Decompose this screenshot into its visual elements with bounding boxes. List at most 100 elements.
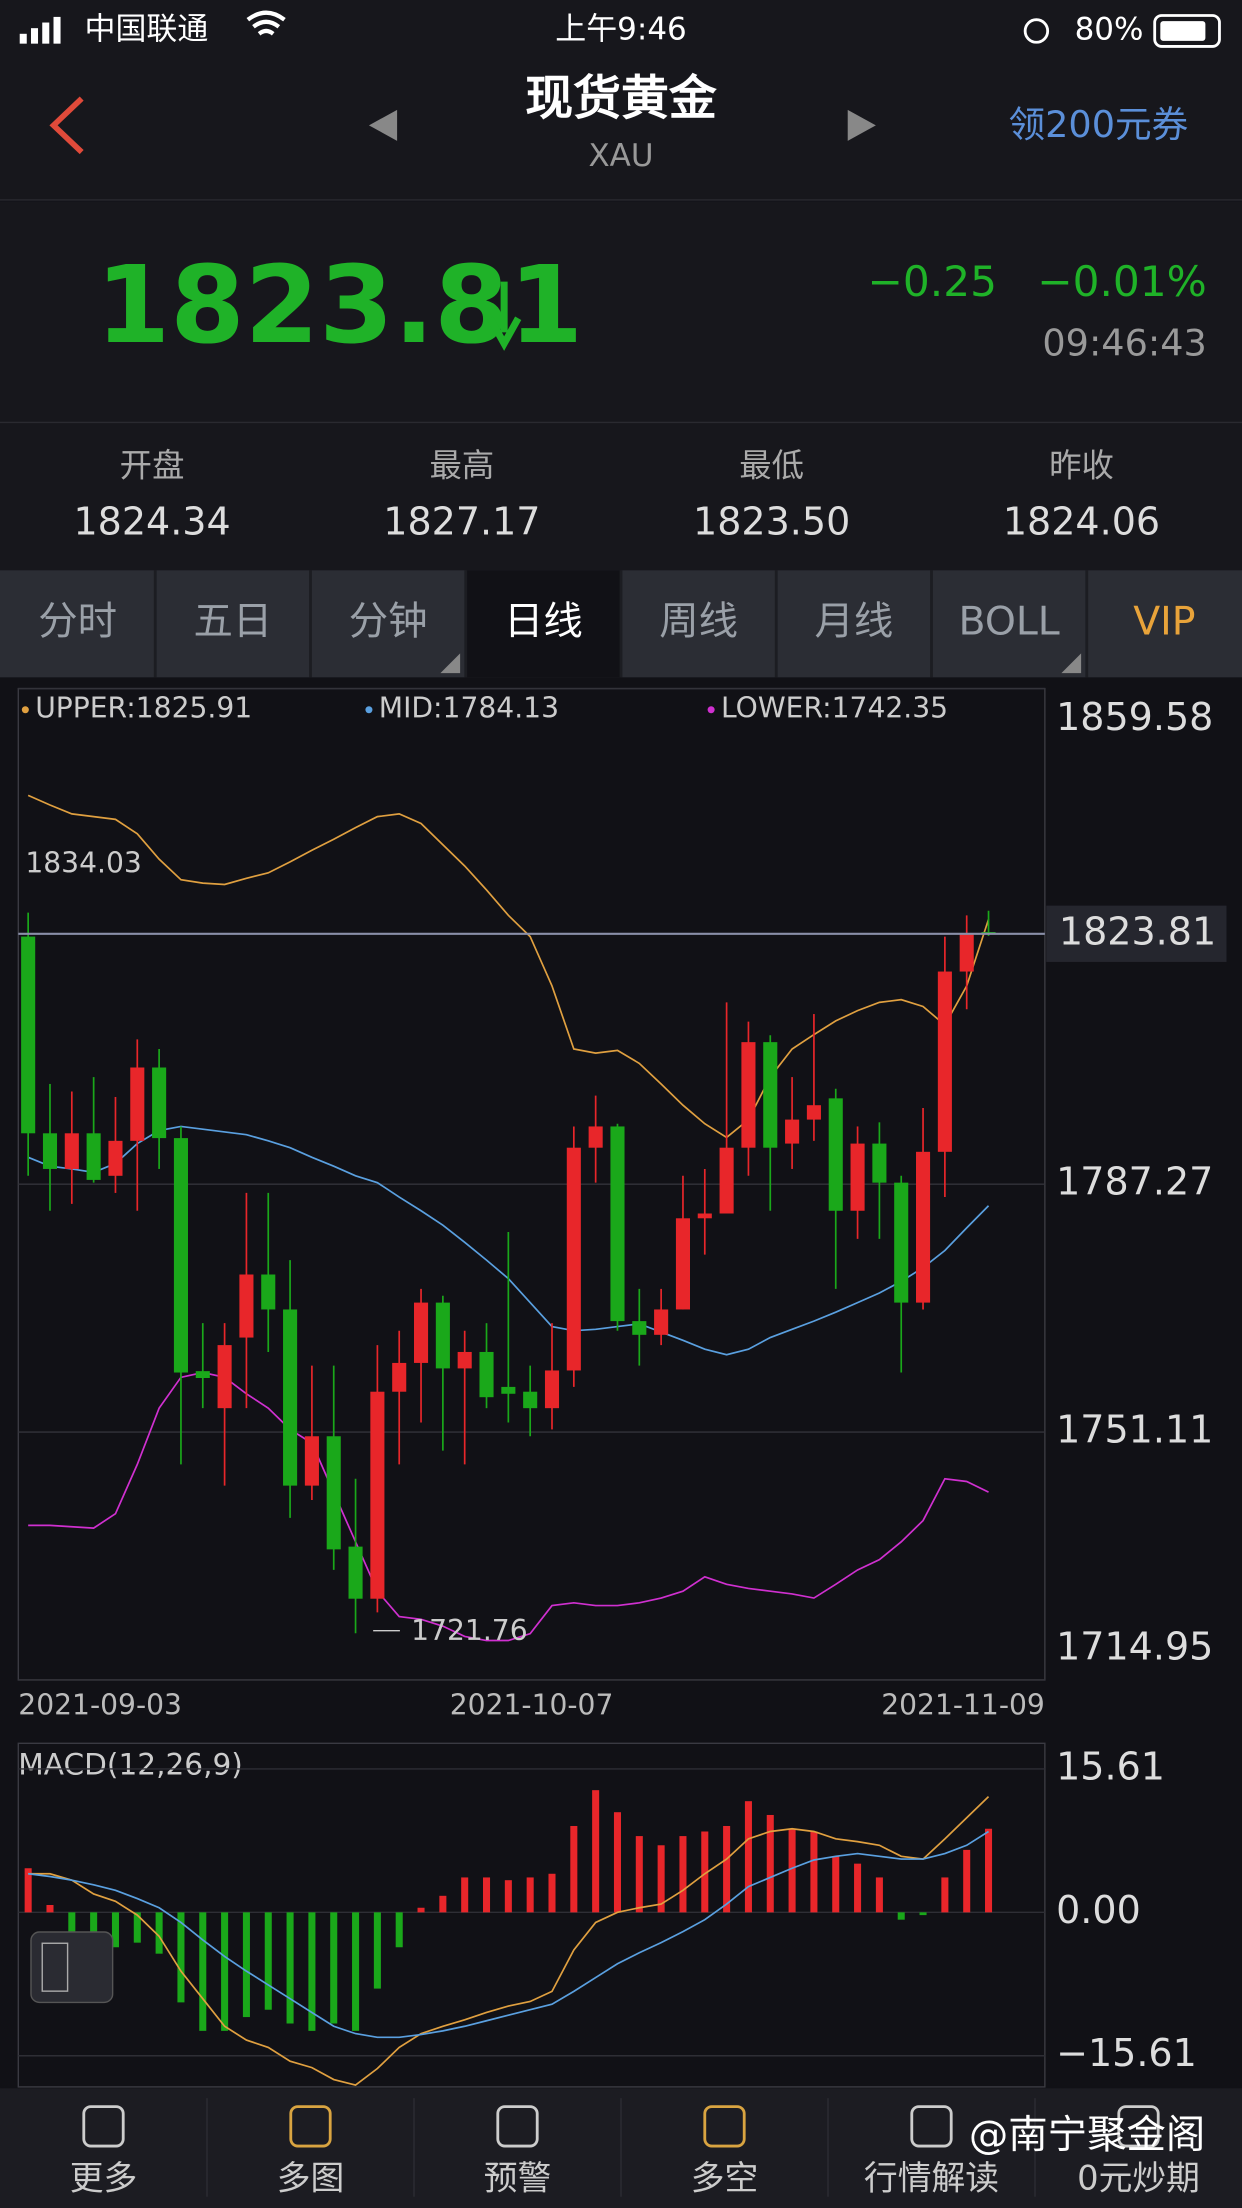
macd-bar bbox=[701, 1831, 709, 1913]
tab[interactable]: 分钟 bbox=[349, 598, 428, 644]
candle-body bbox=[959, 933, 974, 972]
stat-value: 1824.06 bbox=[1003, 499, 1160, 543]
macd-dea bbox=[28, 1830, 989, 2039]
tab[interactable]: 月线 bbox=[814, 598, 893, 644]
macd-bar bbox=[46, 1904, 54, 1913]
candle-body bbox=[414, 1302, 429, 1363]
macd-bar bbox=[373, 1912, 381, 1989]
candle-body bbox=[348, 1546, 363, 1599]
nav-label[interactable]: 预警 bbox=[484, 2158, 552, 2197]
battery-text: 80% bbox=[1075, 11, 1144, 47]
candle-body bbox=[457, 1351, 472, 1369]
candle-body bbox=[654, 1309, 669, 1335]
legend-label: UPPER:1825.91 bbox=[35, 692, 252, 725]
y-tick-label: 1859.58 bbox=[1056, 695, 1213, 739]
macd-bar bbox=[286, 1912, 294, 2024]
macd-bar bbox=[810, 1831, 818, 1913]
header-bg bbox=[0, 0, 1242, 200]
candle-body bbox=[937, 971, 952, 1152]
macd-bar bbox=[548, 1873, 556, 1913]
macd-tick-label: 15.61 bbox=[1056, 1744, 1165, 1788]
last-price-box bbox=[1046, 905, 1227, 962]
candle-body bbox=[283, 1309, 298, 1486]
nav-icon bbox=[703, 2105, 746, 2148]
macd-bar bbox=[395, 1912, 403, 1948]
macd-bar bbox=[483, 1877, 491, 1913]
tab[interactable]: 日线 bbox=[504, 598, 583, 644]
macd-bar bbox=[352, 1912, 360, 2031]
candle-body bbox=[610, 1126, 625, 1322]
active-tab-bg bbox=[465, 570, 621, 678]
lock-icon bbox=[1023, 18, 1050, 44]
candle-body bbox=[130, 1067, 145, 1141]
candle-body bbox=[719, 1147, 734, 1214]
candle-body bbox=[501, 1386, 516, 1394]
battery-icon bbox=[1153, 14, 1221, 48]
candle-body bbox=[304, 1436, 319, 1486]
candle-body bbox=[544, 1370, 560, 1409]
min-label: 1721.76 bbox=[411, 1614, 527, 1647]
nav-icon bbox=[910, 2105, 953, 2148]
tab[interactable]: 分时 bbox=[38, 598, 117, 644]
macd-bar bbox=[242, 1912, 250, 2018]
wifi-icon bbox=[246, 10, 286, 36]
candle-body bbox=[261, 1274, 276, 1310]
x-tick-label: 2021-11-09 bbox=[881, 1689, 1045, 1722]
tab[interactable]: VIP bbox=[1133, 598, 1195, 644]
legend-label: LOWER:1742.35 bbox=[721, 692, 948, 725]
nav-label[interactable]: 更多 bbox=[70, 2158, 138, 2197]
stat-label: 最低 bbox=[739, 447, 804, 485]
candle-body bbox=[108, 1140, 123, 1176]
next-button[interactable] bbox=[847, 109, 876, 141]
macd-bar bbox=[177, 1912, 185, 2003]
macd-bar bbox=[90, 1912, 98, 1940]
prev-button[interactable] bbox=[368, 109, 398, 141]
macd-bar bbox=[570, 1825, 578, 1913]
macd-bar bbox=[111, 1912, 119, 1948]
stat-value: 1824.34 bbox=[73, 499, 230, 543]
candle-body bbox=[763, 1042, 778, 1148]
macd-bar bbox=[155, 1912, 163, 1954]
layout-toggle[interactable] bbox=[30, 1931, 114, 2004]
clock: 上午9:46 bbox=[555, 11, 686, 47]
nav-label[interactable]: 0元炒期 bbox=[1077, 2158, 1200, 2197]
stat-value: 1827.17 bbox=[383, 499, 540, 543]
candle-body bbox=[195, 1371, 210, 1379]
nav-icon bbox=[82, 2105, 125, 2148]
subtitle: XAU bbox=[588, 138, 653, 174]
layout-toggle-icon bbox=[41, 1942, 69, 1992]
macd-bar bbox=[985, 1828, 993, 1913]
quote-time: 09:46:43 bbox=[1042, 322, 1206, 365]
nav-label[interactable]: 多空 bbox=[691, 2158, 759, 2197]
candle-body bbox=[806, 1105, 821, 1120]
candle-body bbox=[152, 1067, 167, 1139]
macd-bar bbox=[417, 1907, 425, 1913]
legend-dot bbox=[21, 706, 29, 714]
nav-label[interactable]: 多图 bbox=[277, 2158, 345, 2197]
macd-bar bbox=[330, 1912, 338, 2024]
candle-body bbox=[632, 1321, 647, 1335]
stat-label: 开盘 bbox=[120, 447, 185, 485]
macd-bar bbox=[635, 1836, 643, 1913]
coupon[interactable]: 领200元券 bbox=[1009, 103, 1189, 146]
candle-body bbox=[894, 1182, 909, 1303]
tab[interactable]: 周线 bbox=[659, 598, 738, 644]
candle-body bbox=[741, 1042, 756, 1148]
nav-label[interactable]: 行情解读 bbox=[864, 2158, 999, 2197]
candle-body bbox=[392, 1362, 407, 1392]
battery-level bbox=[1160, 21, 1206, 41]
macd-tick-label: 0.00 bbox=[1056, 1888, 1141, 1932]
tab[interactable]: 五日 bbox=[193, 598, 272, 644]
macd-bar bbox=[875, 1877, 883, 1913]
change-pct: −0.01% bbox=[1037, 257, 1207, 306]
stat-label: 昨收 bbox=[1049, 447, 1114, 485]
macd-bar bbox=[613, 1812, 621, 1913]
candle-body bbox=[21, 936, 36, 1134]
carrier: 中国联通 bbox=[84, 11, 208, 47]
back-button[interactable] bbox=[49, 96, 84, 155]
tab[interactable]: BOLL bbox=[958, 598, 1059, 644]
macd-tick-label: −15.61 bbox=[1056, 2031, 1197, 2075]
macd-bar bbox=[897, 1912, 905, 1920]
legend-label: MID:1784.13 bbox=[379, 692, 559, 725]
